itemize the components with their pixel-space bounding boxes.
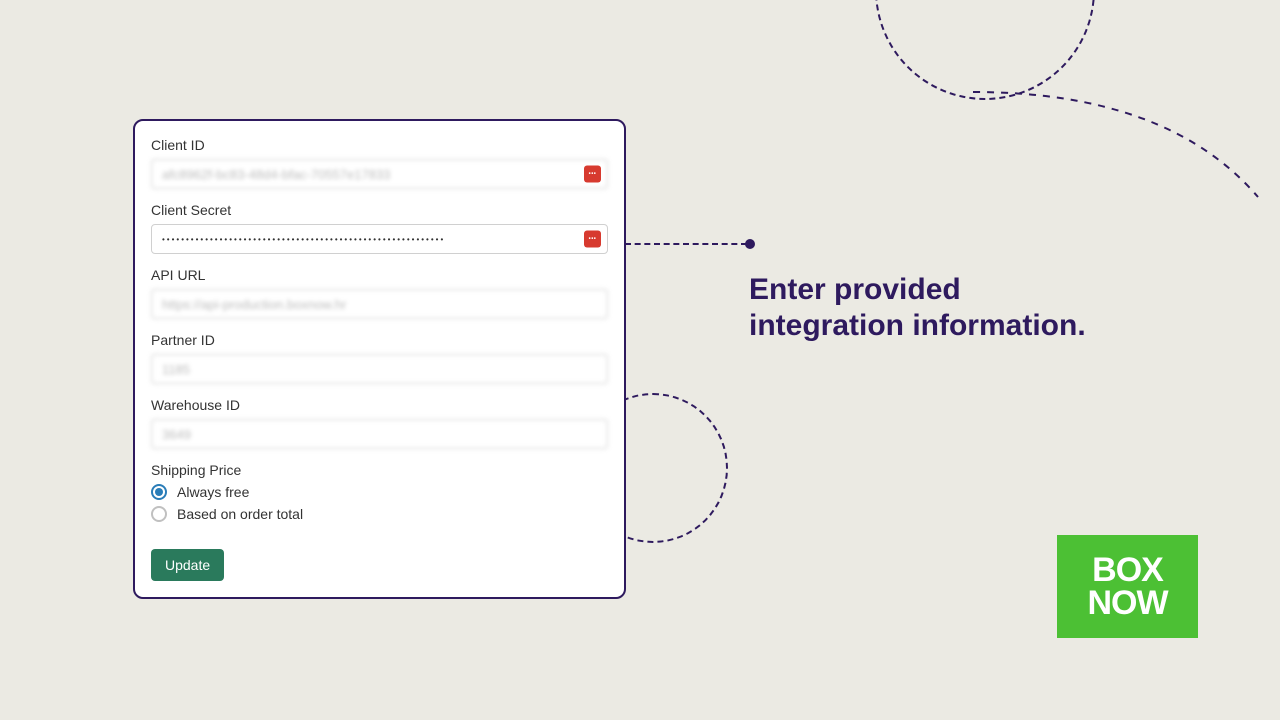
- client-secret-label: Client Secret: [151, 202, 608, 218]
- radio-label-based-on-total: Based on order total: [177, 506, 303, 522]
- partner-id-label: Partner ID: [151, 332, 608, 348]
- update-button[interactable]: Update: [151, 549, 224, 581]
- password-manager-icon[interactable]: [584, 231, 601, 248]
- logo-line-2: NOW: [1087, 587, 1167, 619]
- decorative-curve: [968, 87, 1280, 207]
- client-id-label: Client ID: [151, 137, 608, 153]
- connector-dot: [745, 239, 755, 249]
- headline-line-2: integration information.: [749, 308, 1086, 344]
- logo-line-1: BOX: [1087, 554, 1167, 586]
- radio-icon-selected: [151, 484, 167, 500]
- headline-line-1: Enter provided: [749, 272, 1086, 308]
- api-url-input[interactable]: [151, 289, 608, 319]
- client-id-input[interactable]: [151, 159, 608, 189]
- connector-line: [625, 243, 747, 245]
- radio-based-on-total[interactable]: Based on order total: [151, 506, 608, 522]
- password-manager-icon[interactable]: [584, 166, 601, 183]
- radio-icon-unselected: [151, 506, 167, 522]
- radio-label-always-free: Always free: [177, 484, 249, 500]
- headline-text: Enter provided integration information.: [749, 272, 1086, 344]
- partner-id-input[interactable]: [151, 354, 608, 384]
- api-url-label: API URL: [151, 267, 608, 283]
- shipping-price-label: Shipping Price: [151, 462, 608, 478]
- integration-form-card: Client ID Client Secret API URL Partner …: [133, 119, 626, 599]
- warehouse-id-input[interactable]: [151, 419, 608, 449]
- boxnow-logo: BOX NOW: [1057, 535, 1198, 638]
- client-secret-input[interactable]: [151, 224, 608, 254]
- decorative-circle-top: [875, 0, 1095, 100]
- warehouse-id-label: Warehouse ID: [151, 397, 608, 413]
- radio-always-free[interactable]: Always free: [151, 484, 608, 500]
